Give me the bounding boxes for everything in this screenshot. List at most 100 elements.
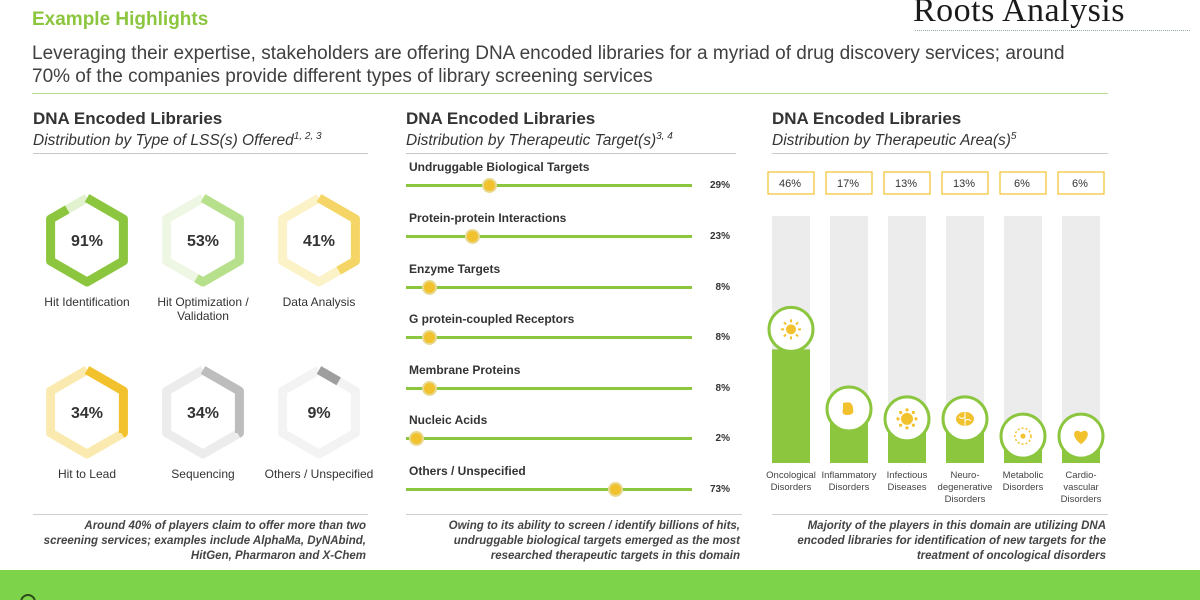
gauge-progress <box>278 194 360 287</box>
target-bar-label: Others / Unspecified <box>409 464 526 478</box>
target-bar-track <box>406 235 692 238</box>
column-bar <box>772 349 810 463</box>
target-bar-value: 29% <box>709 180 730 191</box>
panel2-subtitle: Distribution by Therapeutic Target(s)3, … <box>406 131 673 150</box>
lss-item-hit-identification: 91% Hit Identification <box>32 190 142 309</box>
column-category-label: Oncological Disorders <box>766 470 816 493</box>
column-value-label: 13% <box>895 178 917 190</box>
target-bar-row: Others / Unspecified 73% <box>406 464 736 504</box>
area-column-group: 13% Neuro-degenerative Disorders <box>938 171 993 505</box>
target-bar-row: Enzyme Targets 8% <box>406 262 736 302</box>
column-category-label: Cardio-vascular Disorders <box>1061 470 1102 505</box>
target-bar-label: Nucleic Acids <box>409 413 488 427</box>
lss-hexagon-gauge: 91% <box>46 194 128 287</box>
panel2-footnote: Owing to its ability to screen / identif… <box>448 520 740 562</box>
target-bar-marker <box>409 431 424 446</box>
panel2-title: DNA Encoded Libraries <box>406 109 596 128</box>
column-category-label: Neuro-degenerative Disorders <box>938 470 993 505</box>
gauge-progress <box>162 194 244 287</box>
panel3-refs: 5 <box>1010 131 1017 142</box>
target-bar-marker <box>464 229 480 244</box>
roots-analysis-logo: Roots Analysis <box>913 0 1125 29</box>
lss-hexagon-gauge: 41% <box>278 194 360 287</box>
column-value-label: 6% <box>1072 178 1088 190</box>
target-bar-value: 8% <box>715 383 730 394</box>
logo-underline <box>915 30 1190 36</box>
column-value-label: 46% <box>779 178 801 190</box>
lss-hexagon-gauge: 53% <box>162 194 244 287</box>
panel1-foot-divider <box>33 514 368 515</box>
panel1-title: DNA Encoded Libraries <box>33 109 223 128</box>
column-value-box <box>999 171 1047 195</box>
area-column-chart: 46% Oncological Disorders 17% Inflammatory Di… <box>766 171 1105 505</box>
gauge-value-label: 53% <box>187 233 219 250</box>
lss-item-hit-optimization-validation: 53% Hit Optimization / Validation <box>148 190 258 323</box>
virus-icon <box>896 408 918 430</box>
target-bar-label: Enzyme Targets <box>409 262 501 276</box>
target-bar-row: Protein-protein Interactions 23% <box>406 211 736 251</box>
area-column-group: 46% Oncological Disorders <box>766 171 816 493</box>
target-bar-track <box>406 488 692 491</box>
panel1-refs: 1, 2, 3 <box>293 131 322 142</box>
lss-item-others-unspecified: 9% Others / Unspecified <box>264 362 374 481</box>
column-category-label: Inflammatory Disorders <box>822 470 877 493</box>
gauge-track <box>278 366 360 459</box>
gauge-value-label: 34% <box>71 405 103 422</box>
lss-item-data-analysis: 41% Data Analysis <box>264 190 374 309</box>
column-value-box <box>883 171 931 195</box>
panel1-subtitle: Distribution by Type of LSS(s) Offered1,… <box>33 131 322 150</box>
heart-icon <box>1074 430 1088 445</box>
target-bar-track <box>406 336 692 339</box>
gauge-category-label: Hit Optimization / Validation <box>157 295 249 323</box>
column-value-label: 6% <box>1014 178 1030 190</box>
page-title: Example Highlights <box>32 9 209 30</box>
cell-icon <box>1014 427 1032 445</box>
target-bar-track <box>406 387 692 390</box>
column-value-box <box>825 171 873 195</box>
target-bar-label: Undruggable Biological Targets <box>409 160 590 174</box>
gauge-category-label: Hit Identification <box>44 295 130 309</box>
target-bar-marker <box>421 381 437 396</box>
target-bar-track <box>406 437 692 440</box>
gauge-category-label: Sequencing <box>171 467 235 481</box>
target-bar-row: Undruggable Biological Targets 29% <box>406 160 736 200</box>
target-bar-marker <box>481 178 497 193</box>
area-column-group: 6% Cardio-vascular Disorders <box>1057 171 1105 505</box>
target-bar-label: Membrane Proteins <box>409 363 521 377</box>
target-bar-value: 73% <box>709 484 730 495</box>
gauge-value-label: 41% <box>303 233 335 250</box>
gauge-category-label: Others / Unspecified <box>264 467 374 481</box>
target-bar-value: 8% <box>715 282 730 293</box>
area-column-group: 17% Inflammatory Disorders <box>822 171 877 493</box>
target-bar-row: Nucleic Acids 2% <box>406 413 736 453</box>
column-category-label: Metabolic Disorders <box>1003 470 1044 493</box>
gauge-category-label: Hit to Lead <box>57 467 117 481</box>
footer-band <box>0 570 1200 600</box>
target-bar-track <box>406 286 692 289</box>
panel1-footnote: Around 40% of players claim to offer mor… <box>43 520 366 562</box>
column-value-label: 13% <box>953 178 975 190</box>
page-subtitle: Leveraging their expertise, stakeholders… <box>32 43 1065 87</box>
gauge-progress <box>162 366 244 459</box>
panel3-subtitle: Distribution by Therapeutic Area(s)5 <box>772 131 1017 150</box>
lss-hexagon-gauge: 34% <box>46 366 128 459</box>
target-bar-row: G protein-coupled Receptors 8% <box>406 312 736 352</box>
target-bar-marker <box>421 280 437 295</box>
panel3-title: DNA Encoded Libraries <box>772 109 962 128</box>
column-value-box <box>1057 171 1105 195</box>
lss-item-sequencing: 34% Sequencing <box>148 362 258 481</box>
sun-icon <box>781 319 801 340</box>
target-bar-value: 8% <box>715 332 730 343</box>
panel2-foot-divider <box>406 514 742 515</box>
target-bar-label: G protein-coupled Receptors <box>409 312 575 326</box>
gauge-value-label: 34% <box>187 405 219 422</box>
area-column-group: 13% Infectious Diseases <box>883 171 931 493</box>
lss-hexagon-gauge: 34% <box>162 366 244 459</box>
panel2-divider <box>406 153 736 154</box>
panel2-refs: 3, 4 <box>656 131 673 142</box>
target-bar-value: 23% <box>709 231 730 242</box>
column-value-label: 17% <box>837 178 859 190</box>
target-bar-label: Protein-protein Interactions <box>409 211 567 225</box>
gauge-value-label: 91% <box>71 233 103 250</box>
target-bar-track <box>406 184 692 187</box>
